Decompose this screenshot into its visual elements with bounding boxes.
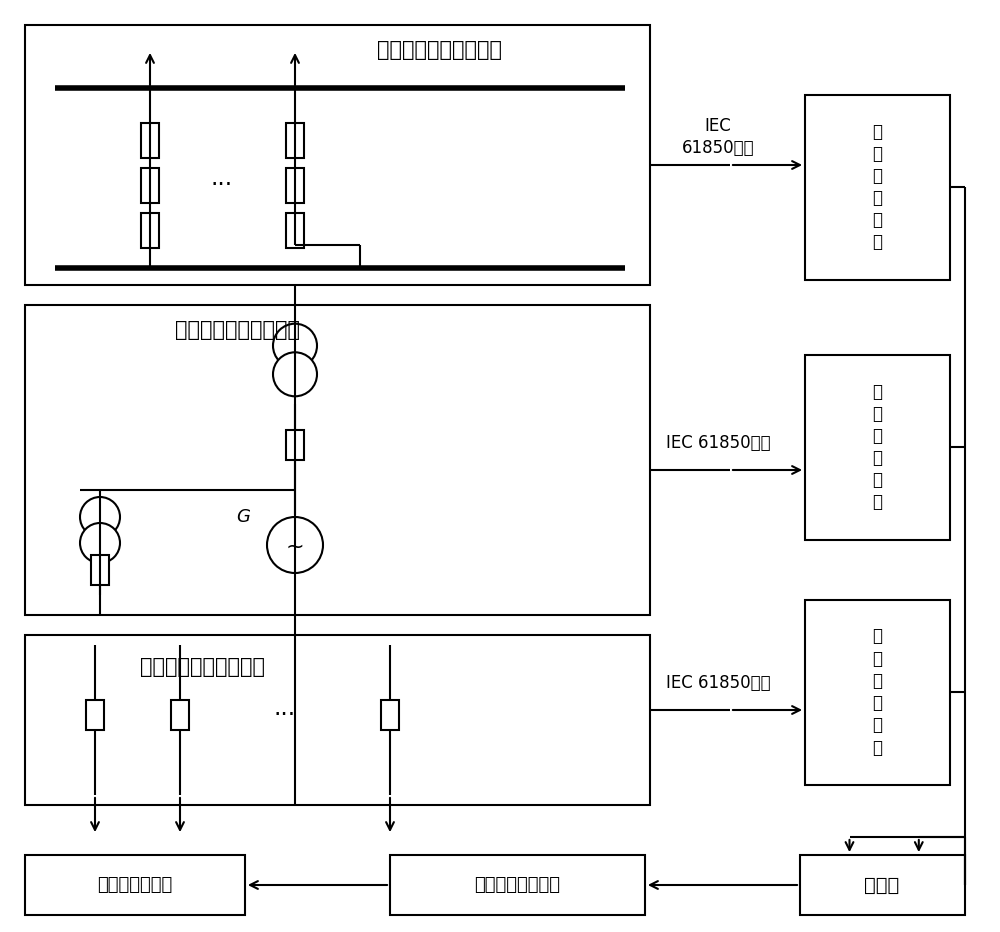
Bar — [25, 25, 650, 285]
Bar — [141, 212, 159, 248]
Text: 服务器: 服务器 — [864, 875, 900, 895]
Text: 厂用电继电保护子系统: 厂用电继电保护子系统 — [140, 657, 265, 677]
Text: ···: ··· — [211, 173, 233, 197]
Bar — [25, 855, 245, 915]
Bar — [286, 168, 304, 202]
Bar — [171, 700, 189, 730]
Text: IEC
61850协议: IEC 61850协议 — [682, 116, 754, 158]
Bar — [286, 430, 304, 460]
Bar — [286, 122, 304, 158]
Text: 故障区域定位单元: 故障区域定位单元 — [474, 876, 560, 894]
Bar — [286, 212, 304, 248]
Bar — [25, 635, 650, 805]
Text: 开
关
站
交
换
机: 开 关 站 交 换 机 — [872, 122, 882, 252]
Text: 厂
用
电
交
换
机: 厂 用 电 交 换 机 — [872, 627, 882, 757]
Circle shape — [273, 323, 317, 368]
Text: 开关站继电保护子系统: 开关站继电保护子系统 — [378, 40, 503, 60]
Bar — [381, 700, 399, 730]
Bar — [141, 122, 159, 158]
Bar — [91, 555, 109, 585]
Circle shape — [273, 352, 317, 396]
Bar — [805, 600, 950, 785]
Text: 发变组继电保护子系统: 发变组继电保护子系统 — [175, 320, 300, 340]
Bar — [805, 355, 950, 540]
Bar — [800, 855, 965, 915]
Text: IEC 61850协议: IEC 61850协议 — [666, 434, 770, 452]
Bar — [805, 95, 950, 280]
Text: ~: ~ — [286, 537, 304, 557]
Text: IEC 61850协议: IEC 61850协议 — [666, 674, 770, 692]
Text: G: G — [236, 508, 250, 526]
Text: ···: ··· — [274, 703, 296, 727]
Bar — [86, 700, 104, 730]
Circle shape — [80, 523, 120, 563]
Bar — [25, 305, 650, 615]
Circle shape — [80, 497, 120, 537]
Bar — [390, 855, 645, 915]
Text: 发
变
组
交
换
机: 发 变 组 交 换 机 — [872, 382, 882, 512]
Bar — [141, 168, 159, 202]
Text: 人机可视化单元: 人机可视化单元 — [97, 876, 173, 894]
